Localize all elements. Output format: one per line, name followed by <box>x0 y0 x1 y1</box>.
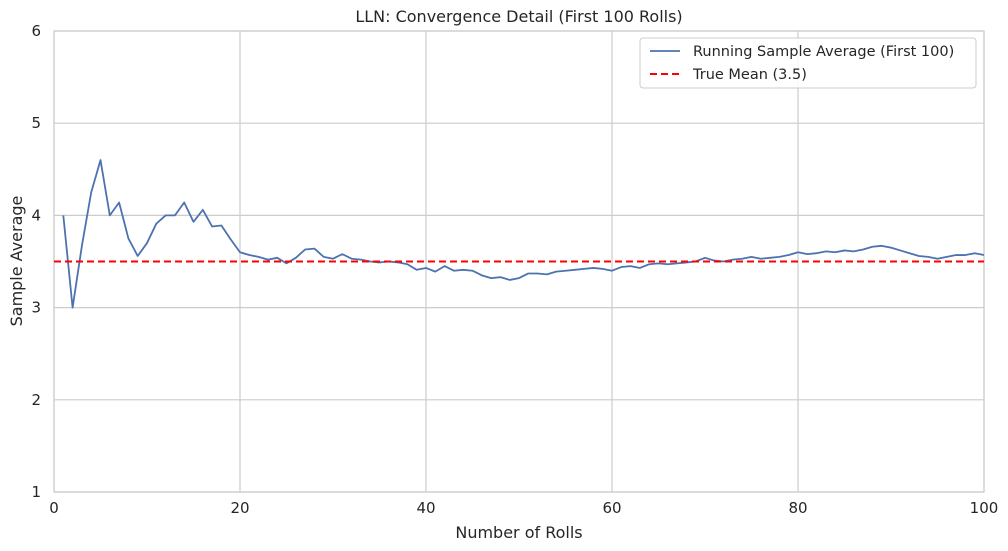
x-axis-label: Number of Rolls <box>455 523 582 542</box>
y-tick-label: 5 <box>31 114 41 132</box>
y-tick-labels: 1 2 3 4 5 6 <box>31 22 41 501</box>
legend-entry-label: Running Sample Average (First 100) <box>693 44 954 60</box>
legend-entry-label: True Mean (3.5) <box>692 67 807 83</box>
y-tick-label: 3 <box>31 299 41 317</box>
chart-title: LLN: Convergence Detail (First 100 Rolls… <box>355 7 682 26</box>
y-axis-label: Sample Average <box>7 196 26 327</box>
legend-box <box>639 37 977 89</box>
y-tick-label: 6 <box>31 22 41 40</box>
running-average-line <box>62 159 985 309</box>
x-tick-label: 40 <box>416 499 435 517</box>
x-tick-label: 80 <box>788 499 807 517</box>
y-tick-label: 1 <box>31 483 41 501</box>
y-tick-label: 4 <box>31 206 41 224</box>
y-tick-label: 2 <box>31 391 41 409</box>
x-tick-label: 0 <box>49 499 59 517</box>
x-tick-labels: 0 20 40 60 80 100 <box>49 499 998 517</box>
x-tick-label: 60 <box>602 499 621 517</box>
x-tick-label: 100 <box>970 499 999 517</box>
x-tick-label: 20 <box>230 499 249 517</box>
legend: Running Sample Average (First 100) True M… <box>639 37 977 89</box>
